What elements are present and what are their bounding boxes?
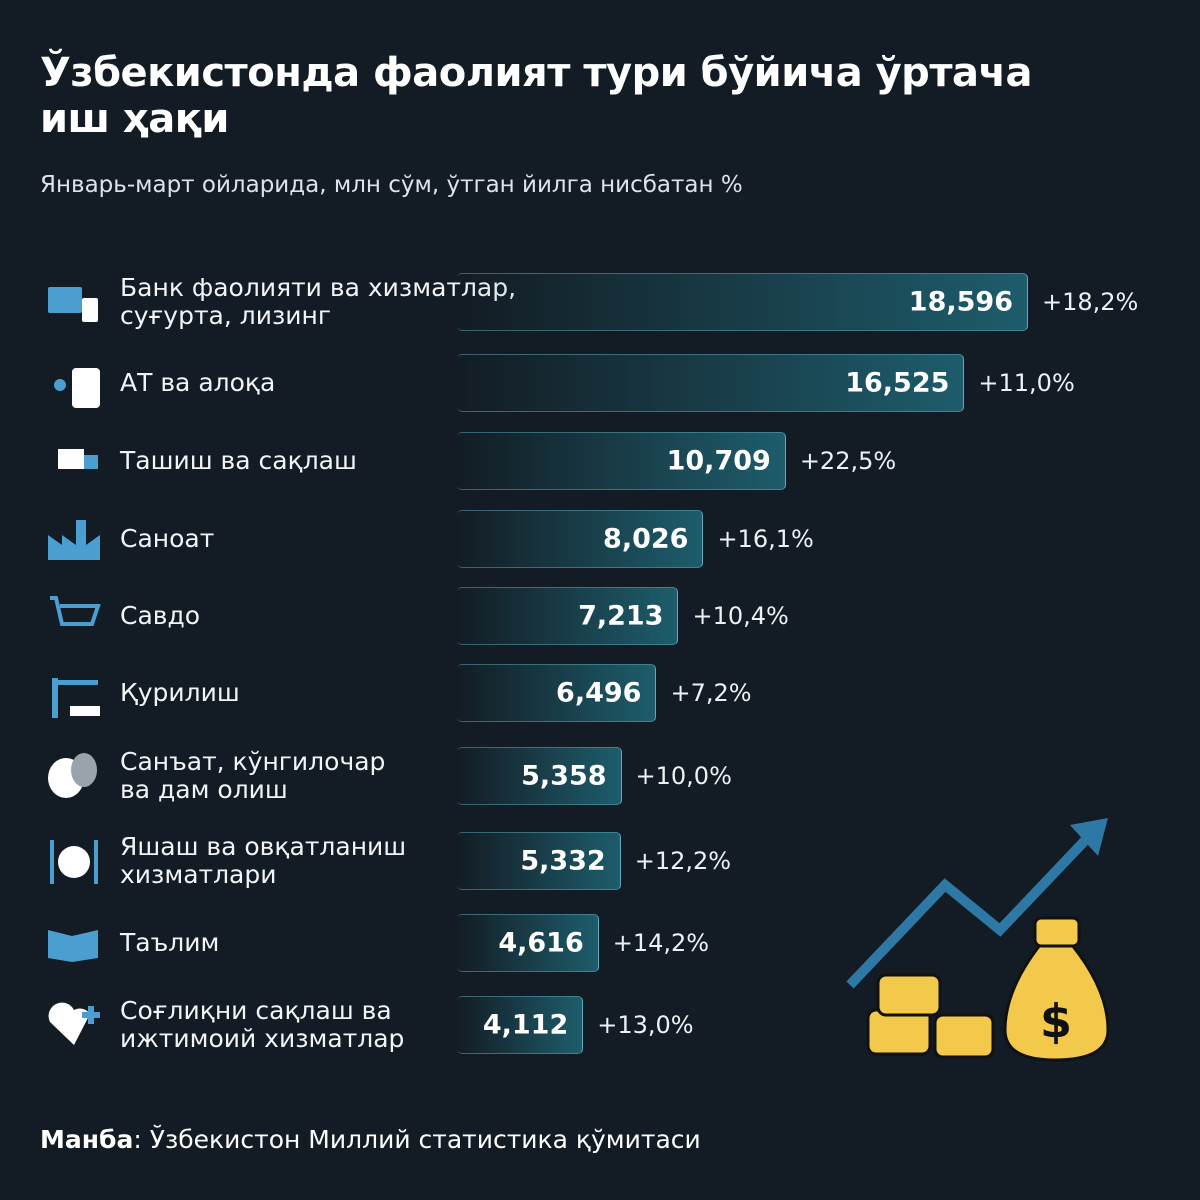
bar bbox=[457, 664, 657, 722]
category-label: Ташиш ва сақлаш bbox=[120, 446, 357, 475]
value-label: 8,026 bbox=[603, 523, 689, 555]
source-text: : Ўзбекистон Миллий статистика қўмитаси bbox=[133, 1125, 701, 1154]
category-label: Савдо bbox=[120, 601, 201, 630]
chart-title: Ўзбекистонда фаолият тури бўйича ўртача … bbox=[40, 50, 1032, 142]
change-label: +10,0% bbox=[635, 762, 732, 790]
value-label: 4,616 bbox=[498, 927, 584, 959]
source: Манба: Ўзбекистон Миллий статистика қўми… bbox=[40, 1125, 701, 1154]
change-label: +22,5% bbox=[799, 447, 897, 475]
change-label: +7,2% bbox=[670, 679, 752, 707]
change-label: +18,2% bbox=[1042, 288, 1139, 316]
bar bbox=[457, 587, 679, 645]
bar bbox=[457, 914, 599, 972]
bar bbox=[457, 832, 621, 890]
dollar-sign: $ bbox=[1040, 995, 1072, 1049]
bar bbox=[457, 747, 622, 805]
value-label: 5,332 bbox=[520, 845, 606, 877]
category-label: Соғлиқни сақлаш ва ижтимоий хизматлар bbox=[120, 996, 405, 1053]
bar bbox=[457, 510, 704, 568]
category-label: Яшаш ва овқатланиш хизматлари bbox=[120, 832, 407, 889]
value-label: 4,112 bbox=[482, 1009, 569, 1041]
category-label: Таълим bbox=[120, 928, 220, 957]
change-label: +16,1% bbox=[717, 525, 814, 553]
chart-subtitle: Январь-март ойларида, млн сўм, ўтган йил… bbox=[40, 172, 743, 198]
change-label: +10,4% bbox=[692, 602, 789, 630]
source-label: Манба bbox=[40, 1125, 134, 1154]
value-label: 7,213 bbox=[578, 600, 664, 632]
change-label: +11,0% bbox=[978, 369, 1075, 397]
value-label: 5,358 bbox=[521, 760, 607, 792]
change-label: +13,0% bbox=[597, 1011, 694, 1039]
bar bbox=[457, 432, 786, 490]
bar bbox=[457, 996, 584, 1054]
value-label: 18,596 bbox=[908, 286, 1013, 318]
category-label: АТ ва алоқа bbox=[120, 368, 276, 397]
category-label: Санъат, кўнгилочар ва дам олиш bbox=[120, 747, 386, 804]
bar bbox=[457, 273, 1028, 331]
value-label: 10,709 bbox=[666, 445, 771, 477]
category-label: Саноат bbox=[120, 524, 215, 553]
change-label: +14,2% bbox=[612, 929, 710, 957]
value-label: 6,496 bbox=[556, 677, 642, 709]
change-label: +12,2% bbox=[634, 847, 732, 875]
value-label: 16,525 bbox=[845, 367, 950, 399]
money-illustration: $ bbox=[846, 818, 1110, 1062]
category-label: Қурилиш bbox=[120, 678, 240, 707]
bar bbox=[457, 354, 965, 412]
icons bbox=[48, 287, 101, 1045]
